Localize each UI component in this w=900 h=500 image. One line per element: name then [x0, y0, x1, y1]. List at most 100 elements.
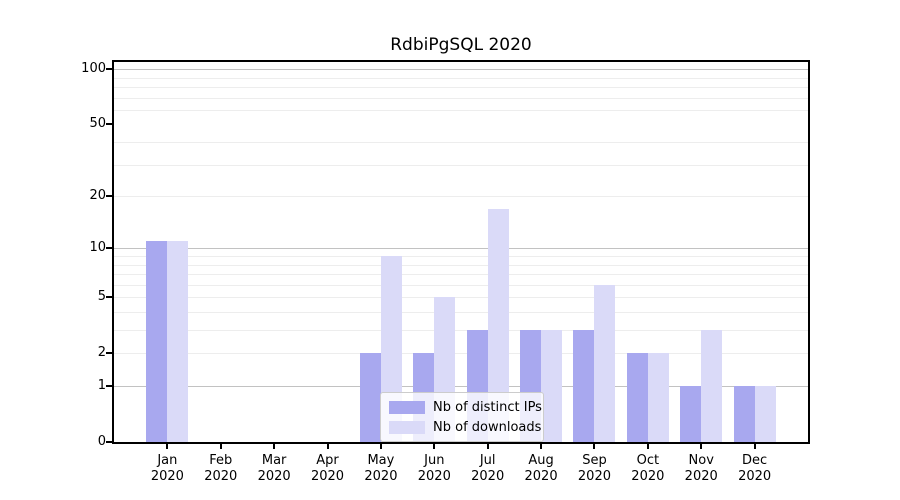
gridline-minor-70: [114, 97, 808, 99]
x-tick-month-jun: Jun: [424, 453, 445, 468]
x-tick-month-jul: Jul: [479, 453, 496, 468]
x-tick-mark-jan: [166, 444, 169, 449]
gridline-minor-8: [114, 264, 808, 266]
x-tick-label-mar: Mar 2020: [244, 453, 304, 485]
gridline-minor-2: [114, 353, 808, 355]
x-tick-mark-sep: [593, 444, 596, 449]
x-tick-mark-oct: [646, 444, 649, 449]
x-tick-month-mar: Mar: [261, 453, 287, 468]
gridline-minor-7: [114, 274, 808, 276]
x-tick-mark-jun: [433, 444, 436, 449]
x-tick-label-feb: Feb 2020: [191, 453, 251, 485]
x-tick-label-jan: Jan 2020: [137, 453, 197, 485]
y-tick-label-50: 50: [89, 116, 106, 132]
x-tick-month-feb: Feb: [209, 453, 233, 468]
x-tick-month-may: May: [367, 453, 395, 468]
x-tick-year-aug: 2020: [524, 469, 558, 484]
x-tick-label-may: May 2020: [351, 453, 411, 485]
y-tick-mark-20: [106, 195, 112, 198]
bar-jan-downloads: [167, 241, 189, 442]
gridline-minor-6: [114, 284, 808, 286]
bar-aug-downloads: [541, 330, 563, 442]
x-tick-mark-dec: [753, 444, 756, 449]
legend-swatch-downloads: [389, 420, 425, 434]
y-tick-mark-100: [106, 68, 112, 71]
legend-label-downloads: Nb of downloads: [433, 419, 542, 435]
gridline-minor-90: [114, 77, 808, 79]
y-tick-mark-1: [106, 385, 112, 387]
gridline-minor-60: [114, 109, 808, 111]
x-tick-month-sep: Sep: [582, 453, 607, 468]
y-tick-mark-10: [106, 247, 112, 250]
x-tick-month-jan: Jan: [157, 453, 178, 468]
bar-oct-ips: [626, 353, 648, 442]
gridline-major-1: [114, 386, 808, 387]
gridline-minor-5: [114, 297, 808, 299]
x-tick-mark-may: [379, 444, 382, 449]
x-tick-label-aug: Aug 2020: [511, 453, 571, 485]
gridline-minor-20: [114, 196, 808, 198]
bar-dec-ips: [733, 386, 755, 442]
x-tick-year-sep: 2020: [577, 469, 611, 484]
gridline-major-10: [114, 248, 808, 250]
chart-title: RdbiPgSQL 2020: [390, 35, 532, 55]
y-tick-label-10: 10: [89, 240, 106, 256]
y-tick-label-2: 2: [97, 345, 106, 361]
gridline-minor-9: [114, 256, 808, 257]
bar-sep-ips: [573, 330, 595, 442]
y-tick-mark-50: [106, 123, 112, 126]
x-tick-year-may: 2020: [364, 469, 398, 484]
bar-jul-downloads: [487, 208, 509, 442]
gridline-minor-80: [114, 87, 808, 89]
gridline-minor-40: [114, 142, 808, 144]
x-tick-month-nov: Nov: [688, 453, 714, 468]
legend: Nb of distinct IPs Nb of downloads: [380, 392, 544, 442]
gridline-minor-30: [114, 164, 808, 166]
y-tick-label-5: 5: [97, 289, 106, 305]
x-tick-month-oct: Oct: [636, 453, 660, 468]
x-tick-mark-feb: [219, 444, 222, 449]
bar-may-ips: [359, 353, 381, 442]
bars-layer: [114, 62, 808, 442]
gridline-minor-4: [114, 311, 808, 313]
y-tick-label-0: 0: [97, 434, 106, 449]
x-tick-year-nov: 2020: [684, 469, 718, 484]
legend-label-distinct-ips: Nb of distinct IPs: [433, 399, 542, 415]
gridlines-layer: [114, 62, 808, 442]
x-tick-mark-aug: [540, 444, 543, 449]
gridline-major-100: [114, 69, 808, 71]
x-tick-label-jul: Jul 2020: [458, 453, 518, 485]
y-tick-label-1: 1: [97, 378, 106, 393]
bar-nov-downloads: [701, 330, 723, 442]
y-tick-label-20: 20: [89, 188, 106, 204]
x-tick-label-oct: Oct 2020: [618, 453, 678, 485]
x-tick-year-dec: 2020: [738, 469, 772, 484]
legend-swatch-distinct-ips: [389, 400, 425, 414]
x-tick-year-jan: 2020: [150, 469, 184, 484]
x-tick-label-apr: Apr 2020: [298, 453, 358, 485]
bar-oct-downloads: [647, 353, 669, 442]
x-tick-mark-mar: [273, 444, 276, 449]
bar-nov-ips: [680, 386, 702, 442]
x-tick-mark-jul: [486, 444, 489, 449]
y-tick-mark-2: [106, 352, 112, 355]
y-tick-mark-5: [106, 296, 112, 299]
x-tick-mark-apr: [326, 444, 329, 449]
x-tick-month-aug: Aug: [528, 453, 554, 468]
x-tick-mark-nov: [700, 444, 703, 449]
bar-jan-ips: [146, 241, 168, 442]
x-tick-year-apr: 2020: [310, 469, 345, 484]
legend-item-downloads: Nb of downloads: [389, 417, 541, 437]
x-tick-year-jun: 2020: [417, 469, 451, 484]
plot-area: Nb of distinct IPs Nb of downloads: [112, 60, 810, 444]
x-tick-label-jun: Jun 2020: [404, 453, 464, 485]
legend-item-distinct-ips: Nb of distinct IPs: [389, 397, 542, 417]
y-tick-mark-0: [106, 441, 112, 443]
gridline-minor-3: [114, 330, 808, 332]
x-tick-month-dec: Dec: [742, 453, 768, 468]
bar-dec-downloads: [754, 386, 776, 442]
x-tick-year-mar: 2020: [257, 469, 291, 484]
x-tick-year-jul: 2020: [471, 469, 505, 484]
x-tick-year-feb: 2020: [204, 469, 238, 484]
